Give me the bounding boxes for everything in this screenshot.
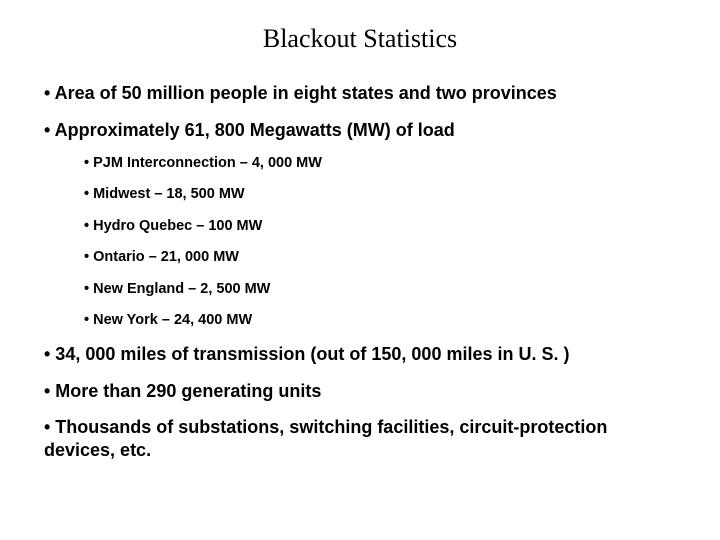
bullet-item: • 34, 000 miles of transmission (out of … [44,343,680,366]
sub-bullet-item: • Hydro Quebec – 100 MW [84,218,680,235]
sub-bullet-item: • Midwest – 18, 500 MW [84,186,680,203]
sub-bullet-item: • New York – 24, 400 MW [84,312,680,329]
slide-title: Blackout Statistics [40,24,680,54]
sub-bullet-item: • PJM Interconnection – 4, 000 MW [84,155,680,172]
sub-bullet-item: • New England – 2, 500 MW [84,281,680,298]
bullet-item: • Approximately 61, 800 Megawatts (MW) o… [44,119,680,142]
bullet-item: • Area of 50 million people in eight sta… [44,82,680,105]
sub-bullet-item: • Ontario – 21, 000 MW [84,249,680,266]
bullet-item: • More than 290 generating units [44,380,680,403]
bullet-list-level2: • PJM Interconnection – 4, 000 MW • Midw… [84,155,680,329]
bullet-item: • Thousands of substations, switching fa… [44,416,680,461]
bullet-list-level1: • Area of 50 million people in eight sta… [44,82,680,461]
